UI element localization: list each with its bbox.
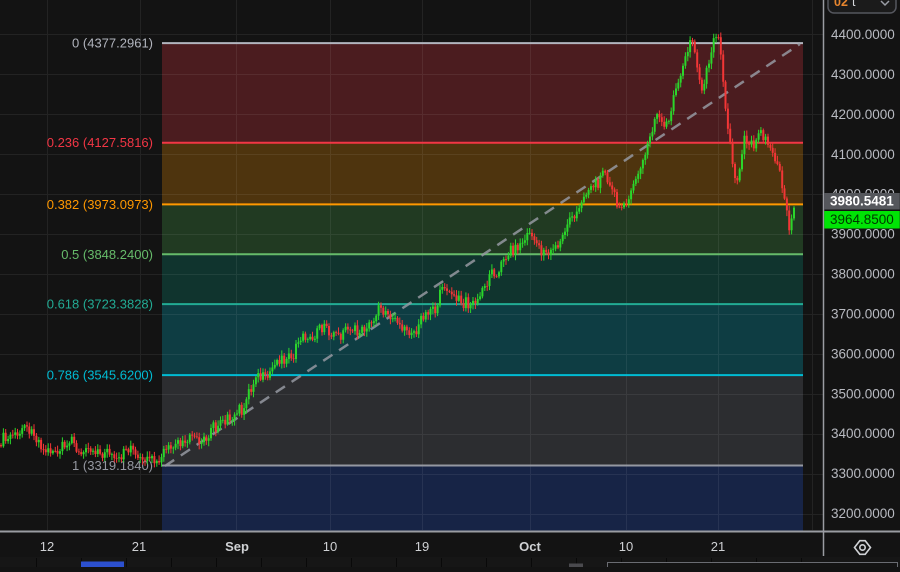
svg-text:3600.0000: 3600.0000 [831,346,895,361]
svg-text:4300.0000: 4300.0000 [831,67,895,82]
svg-text:3964.8500: 3964.8500 [830,212,894,227]
svg-text:0.382 (3973.0973): 0.382 (3973.0973) [47,197,153,212]
svg-text:21: 21 [132,539,146,554]
svg-text:3400.0000: 3400.0000 [831,426,895,441]
svg-text:4400.0000: 4400.0000 [831,27,895,42]
svg-text:Oct: Oct [519,539,541,554]
svg-text:21: 21 [711,539,725,554]
svg-text:3800.0000: 3800.0000 [831,267,895,282]
svg-text:4200.0000: 4200.0000 [831,107,895,122]
svg-text:02: 02 [834,0,848,9]
svg-text:0 (4377.2961): 0 (4377.2961) [72,36,153,51]
svg-text:3500.0000: 3500.0000 [831,386,895,401]
svg-text:3300.0000: 3300.0000 [831,466,895,481]
svg-text:Sep: Sep [225,539,249,554]
svg-text:3900.0000: 3900.0000 [831,227,895,242]
svg-text:4100.0000: 4100.0000 [831,147,895,162]
svg-text:10: 10 [619,539,633,554]
svg-text:t: t [852,0,856,9]
svg-text:3700.0000: 3700.0000 [831,306,895,321]
svg-text:0.618 (3723.3828): 0.618 (3723.3828) [47,297,153,312]
svg-text:1 (3319.1840): 1 (3319.1840) [72,458,153,473]
svg-text:10: 10 [323,539,337,554]
svg-text:3200.0000: 3200.0000 [831,506,895,521]
svg-text:0.236 (4127.5816): 0.236 (4127.5816) [47,135,153,150]
svg-text:0.5 (3848.2400): 0.5 (3848.2400) [61,247,153,262]
svg-text:19: 19 [415,539,429,554]
svg-text:0.786 (3545.6200): 0.786 (3545.6200) [47,368,153,383]
svg-text:3980.5481: 3980.5481 [830,194,894,209]
svg-text:12: 12 [40,539,54,554]
